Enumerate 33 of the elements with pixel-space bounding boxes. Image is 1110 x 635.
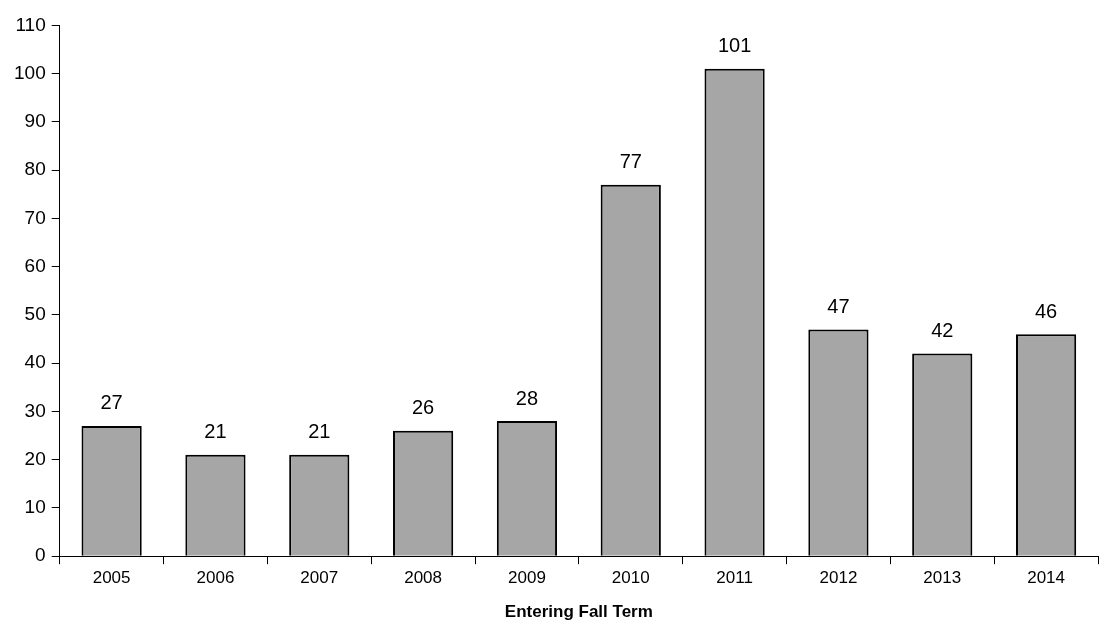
x-tick-label: 2011 xyxy=(716,568,753,588)
x-axis-title: Entering Fall Term xyxy=(504,602,653,622)
y-tick-label: 70 xyxy=(24,206,46,228)
data-label: 101 xyxy=(717,34,752,57)
y-tick-label: 50 xyxy=(24,303,46,325)
y-tick-label: 110 xyxy=(15,13,46,35)
x-tick-label: 2012 xyxy=(819,568,858,588)
data-label: 21 xyxy=(308,420,331,443)
x-tick-label: 2009 xyxy=(508,568,546,588)
x-tick-label: 2010 xyxy=(611,568,650,588)
x-tick-label: 2014 xyxy=(1027,568,1065,588)
y-tick-label: 80 xyxy=(24,158,46,180)
data-label: 46 xyxy=(1034,299,1058,322)
data-label: 21 xyxy=(204,420,227,443)
y-tick-label: 90 xyxy=(24,110,46,132)
data-label: 42 xyxy=(931,319,954,342)
y-tick-label: 100 xyxy=(14,61,46,83)
data-label: 27 xyxy=(100,391,123,414)
x-tick-label: 2007 xyxy=(300,568,339,588)
data-label: 47 xyxy=(827,294,850,317)
data-label: 28 xyxy=(515,386,539,409)
y-tick-label: 0 xyxy=(35,544,46,566)
y-tick-label: 40 xyxy=(24,351,46,373)
y-tick-label: 20 xyxy=(24,447,46,469)
data-label: 26 xyxy=(411,396,435,419)
y-tick-label: 30 xyxy=(24,399,46,421)
y-tick-label: 60 xyxy=(24,254,46,276)
x-tick-label: 2013 xyxy=(923,568,962,588)
x-tick-label: 2008 xyxy=(404,568,443,588)
y-tick-label: 10 xyxy=(24,496,46,518)
x-tick-label: 2006 xyxy=(196,568,235,588)
x-tick-label: 2005 xyxy=(92,568,131,588)
data-label: 77 xyxy=(619,150,642,173)
